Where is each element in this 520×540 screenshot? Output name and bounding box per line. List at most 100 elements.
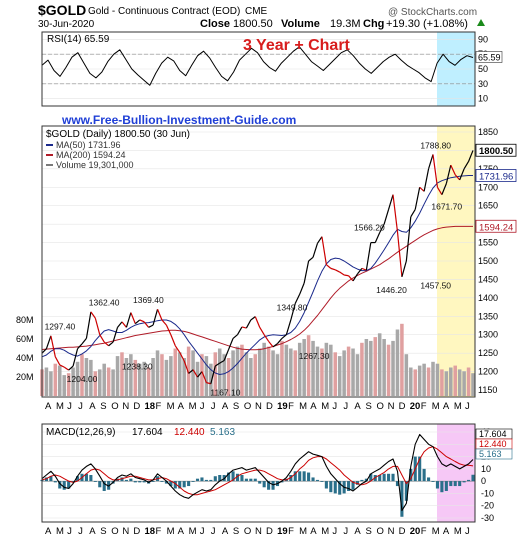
volume-bar: [337, 356, 342, 396]
x-tick-label: A: [310, 526, 317, 537]
volume-bar: [409, 367, 413, 396]
macd-histogram-bar: [440, 481, 444, 493]
volume-bar: [204, 356, 209, 396]
volume-bar: [386, 344, 391, 396]
price-segment: [401, 260, 407, 278]
macd-histogram-bar: [151, 481, 155, 482]
rsi-last-value-box: [475, 51, 503, 63]
x-tick-label: J: [211, 401, 216, 412]
volume-bar: [231, 350, 235, 396]
x-tick-label: F: [421, 401, 427, 412]
x-tick-label: O: [244, 526, 251, 537]
volume-tick-label: 60M: [16, 334, 34, 344]
macd-histogram-bar: [427, 477, 431, 482]
price-segment: [130, 312, 136, 324]
volume-bar: [382, 339, 386, 396]
volume-bar: [373, 337, 378, 396]
macd-tick-label: -30: [481, 513, 494, 523]
x-tick-label: D: [133, 526, 140, 537]
x-tick-label: F: [288, 401, 294, 412]
price-segment: [156, 309, 163, 321]
macd-histogram-bar: [382, 473, 386, 482]
ma50-line: [41, 175, 473, 375]
price-segment: [63, 366, 69, 371]
volume-bar: [160, 354, 164, 396]
price-tick-label: 1200: [478, 367, 498, 377]
price-segment: [259, 327, 265, 336]
price-segment: [99, 334, 105, 343]
price-segment: [117, 321, 123, 328]
price-segment: [454, 174, 461, 181]
x-tick-label: 18: [144, 401, 155, 412]
chart-header: $GOLD Gold - Continuous Contract (EOD) C…: [38, 2, 485, 30]
price-segment: [290, 303, 296, 321]
price-segment: [161, 319, 167, 326]
rsi-border: [41, 31, 476, 107]
volume-bar: [244, 352, 249, 396]
macd-histogram-bar: [395, 481, 400, 487]
macd-histogram-bar: [173, 481, 177, 489]
price-segment: [396, 231, 403, 277]
volume-bar: [209, 363, 213, 396]
macd-histogram-bar: [200, 477, 204, 482]
date: 30-Jun-2020: [38, 19, 95, 30]
x-tick-label: F: [421, 526, 427, 537]
macd-histogram-bar: [98, 481, 102, 488]
x-tick-label: F: [288, 526, 294, 537]
x-tick-label: N: [388, 526, 395, 537]
macd-histogram-bar: [62, 481, 66, 490]
price-segment: [206, 382, 211, 385]
price-segment: [467, 150, 474, 162]
macd-histogram-bar: [315, 479, 320, 482]
volume-bar: [49, 371, 53, 396]
macd-highlight: [437, 424, 475, 522]
volume-bar: [106, 367, 111, 396]
macd-histogram-bar: [422, 468, 426, 482]
rsi-last-value: 65.59: [478, 52, 501, 62]
price-segment: [210, 365, 216, 384]
price-segment: [125, 312, 132, 328]
volume-bar: [173, 348, 178, 396]
x-tick-label: J: [200, 526, 205, 537]
macd-histogram-bar: [311, 477, 315, 482]
price-segment: [94, 317, 101, 335]
macd-histogram-bar: [84, 473, 88, 482]
x-tick-label: M: [299, 401, 307, 412]
macd-histogram-bar: [378, 475, 382, 482]
price-segment: [108, 341, 114, 347]
price-segment: [50, 335, 56, 357]
macd-histogram-bar: [191, 481, 195, 482]
volume-tick-label: 40M: [16, 353, 34, 363]
price-tick-label: 1750: [478, 164, 498, 174]
macd-histogram-bar: [235, 473, 240, 482]
volume-label: Volume: [281, 18, 320, 30]
x-tick-label: S: [100, 526, 106, 537]
price-segment: [81, 338, 87, 345]
price-segment: [112, 327, 119, 343]
volume-bar: [164, 359, 169, 396]
symbol: $GOLD: [38, 2, 86, 18]
price-segment: [463, 161, 470, 170]
price-segment: [450, 164, 456, 176]
macd-histogram-bar: [213, 476, 217, 482]
x-tick-label: J: [465, 401, 470, 412]
volume-bar: [44, 367, 49, 396]
volume-bar: [449, 367, 453, 396]
macd-label-part: 12.440: [174, 427, 205, 438]
volume-bar: [431, 361, 435, 396]
x-tick-label: A: [89, 526, 96, 537]
price-annotation: 1457.50: [420, 281, 451, 291]
x-tick-label: S: [100, 401, 106, 412]
macd-histogram-bar: [53, 481, 57, 483]
x-tick-label: 18: [144, 526, 155, 537]
volume-bar: [84, 358, 89, 396]
volume-bar: [453, 365, 457, 396]
x-tick-label: M: [454, 526, 462, 537]
price-segment: [441, 183, 447, 195]
volume-bar: [471, 373, 475, 396]
website-link[interactable]: www.Free-Bullion-Investment-Guide.com: [61, 113, 296, 127]
price-tick-label: 1850: [478, 127, 498, 137]
rsi-tick-label: 50: [478, 64, 488, 74]
macd-label-part: MACD(12,26,9): [46, 427, 115, 438]
